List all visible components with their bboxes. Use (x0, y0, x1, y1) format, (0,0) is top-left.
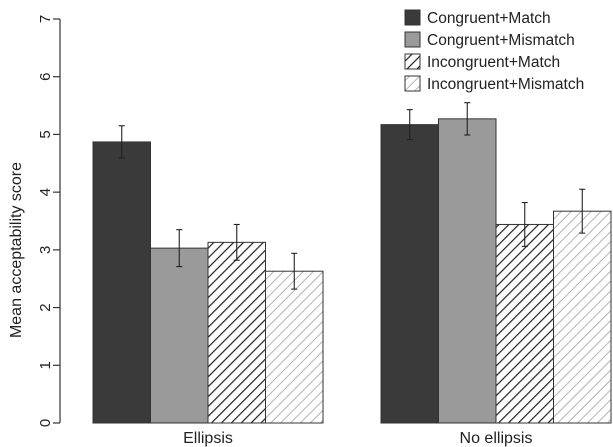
bar-1-3 (553, 210, 612, 424)
bar-0-1 (150, 247, 209, 424)
legend-swatch-1 (404, 31, 421, 48)
y-tick-label: 1 (37, 361, 54, 369)
y-tick-label: 0 (37, 419, 54, 427)
x-category-label: Ellipsis (183, 430, 233, 447)
bar-0-2 (207, 241, 266, 424)
legend-label-0: Congruent+Match (427, 10, 551, 27)
legend-swatch-0 (404, 9, 421, 26)
category-labels: Ellipsis No ellipsis (183, 430, 532, 447)
x-category-label: No ellipsis (460, 430, 533, 447)
bar-1-2 (495, 223, 554, 424)
legend-label-3: Incongruent+Mismatch (427, 76, 584, 93)
bar-0-0 (92, 141, 151, 424)
bar-1-0 (380, 124, 439, 424)
y-axis-title: Mean acceptability score (8, 162, 25, 338)
y-tick-label: 6 (37, 73, 54, 81)
y-tick-label: 4 (37, 188, 54, 196)
y-tick-label: 7 (37, 15, 54, 23)
y-tick-label: 5 (37, 130, 54, 138)
legend-label-2: Incongruent+Match (427, 54, 560, 71)
y-tick-label: 3 (37, 246, 54, 254)
legend-label-1: Congruent+Mismatch (427, 32, 575, 49)
legend: Congruent+Match Congruent+Mismatch Incongr… (404, 9, 584, 93)
bar-1-1 (438, 118, 497, 424)
legend-swatch-3 (404, 75, 421, 92)
bar-0-3 (265, 270, 324, 424)
y-tick-label: 2 (37, 303, 54, 311)
bars-group (92, 102, 612, 424)
legend-swatch-2 (404, 53, 421, 70)
y-axis: 0 1 2 3 4 5 6 7 (37, 15, 61, 427)
